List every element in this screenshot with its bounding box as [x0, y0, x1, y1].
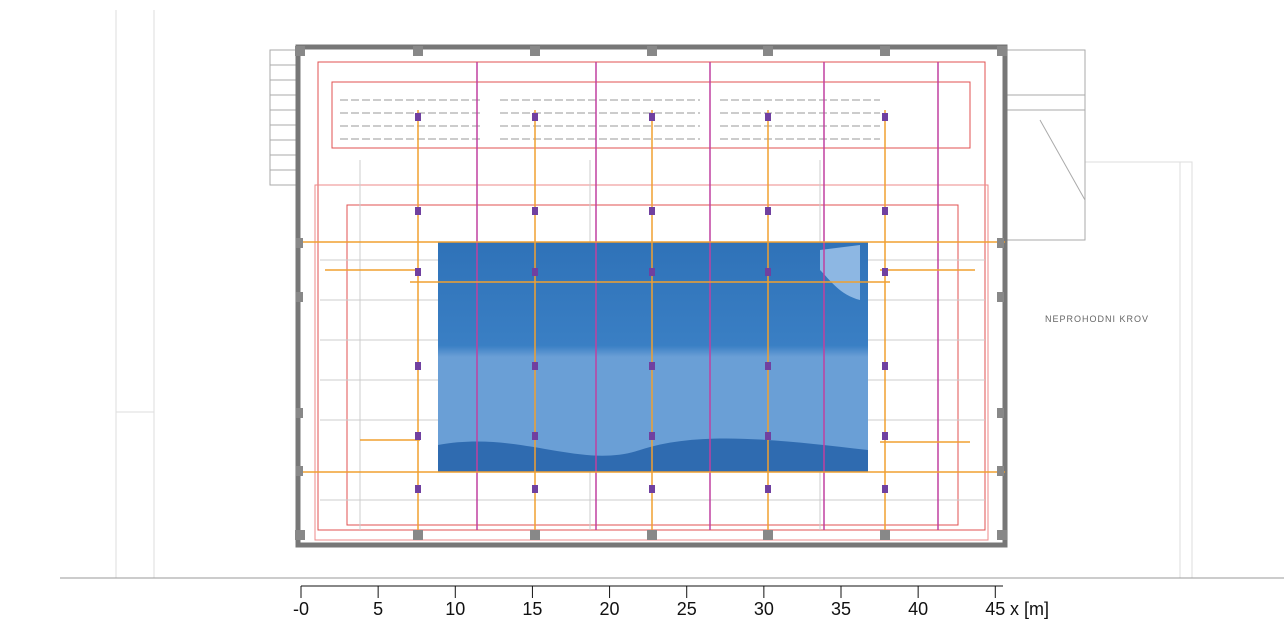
tick-label: 25: [677, 599, 697, 619]
tick-label: 35: [831, 599, 851, 619]
tick-label: 20: [600, 599, 620, 619]
columns: [295, 46, 1007, 540]
roof-label: NEPROHODNI KROV: [1045, 314, 1149, 324]
luminaire-lines: [298, 62, 1005, 530]
tick-label: 30: [754, 599, 774, 619]
tick-label: -0: [293, 599, 309, 619]
tick-label: 10: [445, 599, 465, 619]
scale-axis: -0 5 10 15 20 25 30 35 40 45 x [m]: [293, 585, 1049, 619]
tick-label: 5: [373, 599, 383, 619]
fixtures: [415, 113, 888, 493]
tick-label: 15: [522, 599, 542, 619]
tick-label: 45: [985, 599, 1005, 619]
background-lines: [115, 10, 1193, 578]
seating: [340, 99, 880, 140]
tick-label: 40: [908, 599, 928, 619]
axis-label: x [m]: [1010, 599, 1049, 619]
stairs: [269, 49, 1086, 241]
